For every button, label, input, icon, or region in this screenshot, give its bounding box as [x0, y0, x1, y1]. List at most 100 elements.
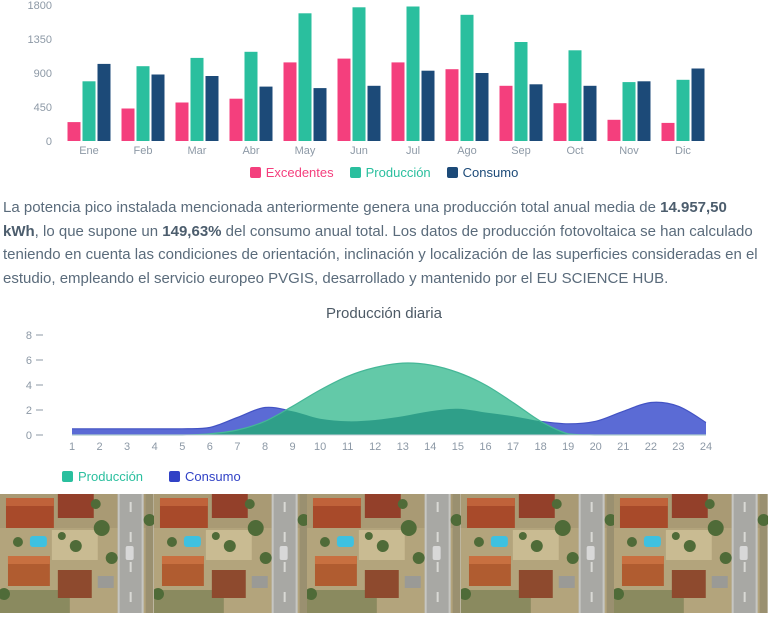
roof-slope — [620, 498, 669, 506]
x-axis-label-23: 23 — [672, 441, 684, 453]
x-axis-label-16: 16 — [479, 441, 491, 453]
road-edge — [578, 494, 581, 613]
shed — [251, 576, 268, 588]
x-axis-label-11: 11 — [342, 441, 353, 453]
roof-slope — [315, 556, 358, 564]
bar-excedentes-ene — [67, 122, 81, 141]
legend-label: Consumo — [462, 164, 519, 180]
x-axis-label-jun: Jun — [350, 145, 368, 157]
road-edge — [141, 494, 144, 613]
tree — [708, 520, 725, 536]
tree — [90, 499, 101, 509]
legend-label: Producción — [78, 468, 144, 484]
x-axis-label-mar: Mar — [188, 145, 207, 157]
road-dash — [436, 592, 439, 602]
roof-slope — [161, 556, 204, 564]
tree — [604, 514, 615, 526]
x-axis-label-may: May — [295, 145, 316, 157]
x-axis-label-dic: Dic — [675, 145, 691, 157]
tree — [450, 514, 461, 526]
roof-slope — [622, 556, 665, 564]
legend-swatch-icon — [62, 470, 73, 482]
road-dash — [744, 592, 747, 602]
legend-item-excedentes[interactable]: Excedentes — [249, 165, 334, 180]
tree — [153, 588, 164, 600]
legend-swatch-icon — [249, 166, 261, 178]
road-dash — [436, 562, 439, 572]
legend-item-consumo[interactable]: Consumo — [169, 469, 241, 484]
satellite-tile — [614, 494, 768, 613]
x-axis-label-nov: Nov — [619, 145, 639, 157]
road-dash — [129, 592, 132, 602]
legend-item-producci-n[interactable]: Producción — [62, 469, 143, 484]
tree — [307, 588, 318, 600]
road-edge — [271, 494, 274, 613]
road-dash — [283, 532, 286, 542]
tree — [554, 520, 571, 536]
car — [586, 546, 595, 560]
x-axis-label-4: 4 — [152, 441, 158, 453]
y-axis-label: 1350 — [28, 34, 52, 46]
legend-swatch-icon — [349, 166, 361, 178]
bar-consumo-nov — [637, 81, 651, 141]
tree — [69, 540, 82, 552]
bar-excedentes-nov — [607, 119, 621, 141]
x-axis-label-2: 2 — [97, 441, 103, 453]
road-dash — [590, 562, 593, 572]
legend-swatch-icon — [446, 166, 458, 178]
daily-chart-legend: Producción Consumo — [0, 464, 768, 488]
verge — [145, 494, 154, 613]
roof — [365, 494, 401, 518]
monthly-bar-chart: 0 450 900 1350 1800 Ene Feb Mar Abr May Jun Jul Ago S… — [28, 0, 705, 157]
road-edge — [117, 494, 120, 613]
shed — [712, 576, 729, 588]
bar-producci-n-feb — [136, 66, 150, 141]
x-axis-label-5: 5 — [179, 441, 185, 453]
roof — [57, 570, 92, 598]
car — [125, 546, 134, 560]
tree — [297, 514, 308, 526]
tree — [720, 552, 733, 564]
legend-item-producci-n[interactable]: Producción — [349, 164, 431, 180]
road-dash — [590, 532, 593, 542]
roof-slope — [7, 556, 50, 564]
highlight-value: 149,63% — [162, 222, 222, 240]
pool — [183, 536, 201, 547]
tree — [566, 552, 579, 564]
road-dash — [129, 562, 132, 572]
bar-consumo-mar — [205, 76, 219, 141]
road-dash — [590, 592, 593, 602]
satellite-tile — [153, 494, 308, 613]
tree — [166, 537, 177, 547]
bar-excedentes-ago — [445, 69, 459, 141]
bar-producci-n-dic — [676, 79, 690, 141]
x-axis-label-1: 1 — [69, 441, 75, 453]
y-axis-label: 0 — [46, 136, 52, 148]
legend-label: Producción — [365, 164, 431, 180]
summary-paragraph: La potencia pico instalada mencionada an… — [0, 186, 768, 290]
bar-producci-n-jul — [406, 6, 420, 141]
produccion-area — [72, 362, 706, 435]
roof-slope — [313, 498, 362, 506]
tree — [684, 540, 697, 552]
road-edge — [756, 494, 758, 613]
pool — [644, 536, 662, 547]
tree — [377, 540, 389, 552]
tree — [672, 532, 681, 540]
x-axis-label-jul: Jul — [406, 145, 420, 157]
legend-item-consumo[interactable]: Consumo — [446, 164, 519, 180]
paragraph-text: del consumo anual total. Los datos de pr… — [3, 222, 758, 287]
tree — [57, 532, 66, 540]
x-axis-label-feb: Feb — [134, 145, 153, 157]
y-axis-label: 4 — [26, 380, 32, 392]
satellite-tile — [0, 494, 154, 613]
bar-producci-n-may — [298, 13, 312, 141]
bar-excedentes-abr — [229, 98, 243, 141]
x-axis-label-8: 8 — [262, 441, 268, 453]
x-axis-label-18: 18 — [534, 441, 546, 453]
bar-consumo-ene — [97, 63, 111, 141]
bar-consumo-may — [313, 88, 327, 141]
satellite-tile — [460, 494, 615, 613]
bar-excedentes-may — [283, 62, 297, 141]
